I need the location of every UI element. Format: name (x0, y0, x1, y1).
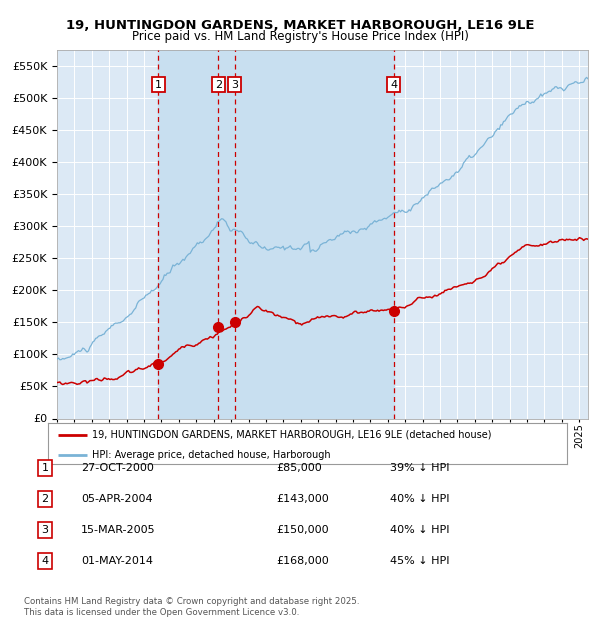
Text: £85,000: £85,000 (276, 463, 322, 473)
Text: 40% ↓ HPI: 40% ↓ HPI (390, 525, 449, 535)
Text: 40% ↓ HPI: 40% ↓ HPI (390, 494, 449, 504)
Text: 19, HUNTINGDON GARDENS, MARKET HARBOROUGH, LE16 9LE (detached house): 19, HUNTINGDON GARDENS, MARKET HARBOROUG… (92, 430, 491, 440)
Text: Price paid vs. HM Land Registry's House Price Index (HPI): Price paid vs. HM Land Registry's House … (131, 30, 469, 43)
Bar (158, 50, 394, 419)
Text: 4: 4 (390, 79, 397, 90)
Text: 05-APR-2004: 05-APR-2004 (81, 494, 152, 504)
Text: 19, HUNTINGDON GARDENS, MARKET HARBOROUGH, LE16 9LE: 19, HUNTINGDON GARDENS, MARKET HARBOROUG… (66, 19, 534, 32)
Text: 45% ↓ HPI: 45% ↓ HPI (390, 556, 449, 566)
Text: Contains HM Land Registry data © Crown copyright and database right 2025.
This d: Contains HM Land Registry data © Crown c… (24, 598, 359, 617)
Text: 1: 1 (155, 79, 162, 90)
Text: 4: 4 (41, 556, 49, 566)
Text: 27-OCT-2000: 27-OCT-2000 (81, 463, 154, 473)
Text: £150,000: £150,000 (276, 525, 329, 535)
Text: 1: 1 (41, 463, 49, 473)
Text: 15-MAR-2005: 15-MAR-2005 (81, 525, 155, 535)
Text: HPI: Average price, detached house, Harborough: HPI: Average price, detached house, Harb… (92, 450, 331, 460)
Text: 2: 2 (41, 494, 49, 504)
Text: 39% ↓ HPI: 39% ↓ HPI (390, 463, 449, 473)
Text: 2: 2 (215, 79, 222, 90)
Text: £143,000: £143,000 (276, 494, 329, 504)
Text: 3: 3 (231, 79, 238, 90)
Text: £168,000: £168,000 (276, 556, 329, 566)
Text: 01-MAY-2014: 01-MAY-2014 (81, 556, 153, 566)
Text: 3: 3 (41, 525, 49, 535)
